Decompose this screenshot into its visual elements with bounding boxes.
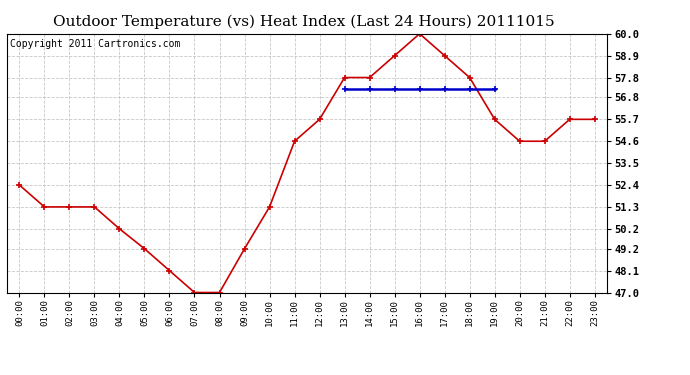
Text: Outdoor Temperature (vs) Heat Index (Last 24 Hours) 20111015: Outdoor Temperature (vs) Heat Index (Las… — [53, 15, 554, 29]
Text: Copyright 2011 Cartronics.com: Copyright 2011 Cartronics.com — [10, 39, 180, 49]
